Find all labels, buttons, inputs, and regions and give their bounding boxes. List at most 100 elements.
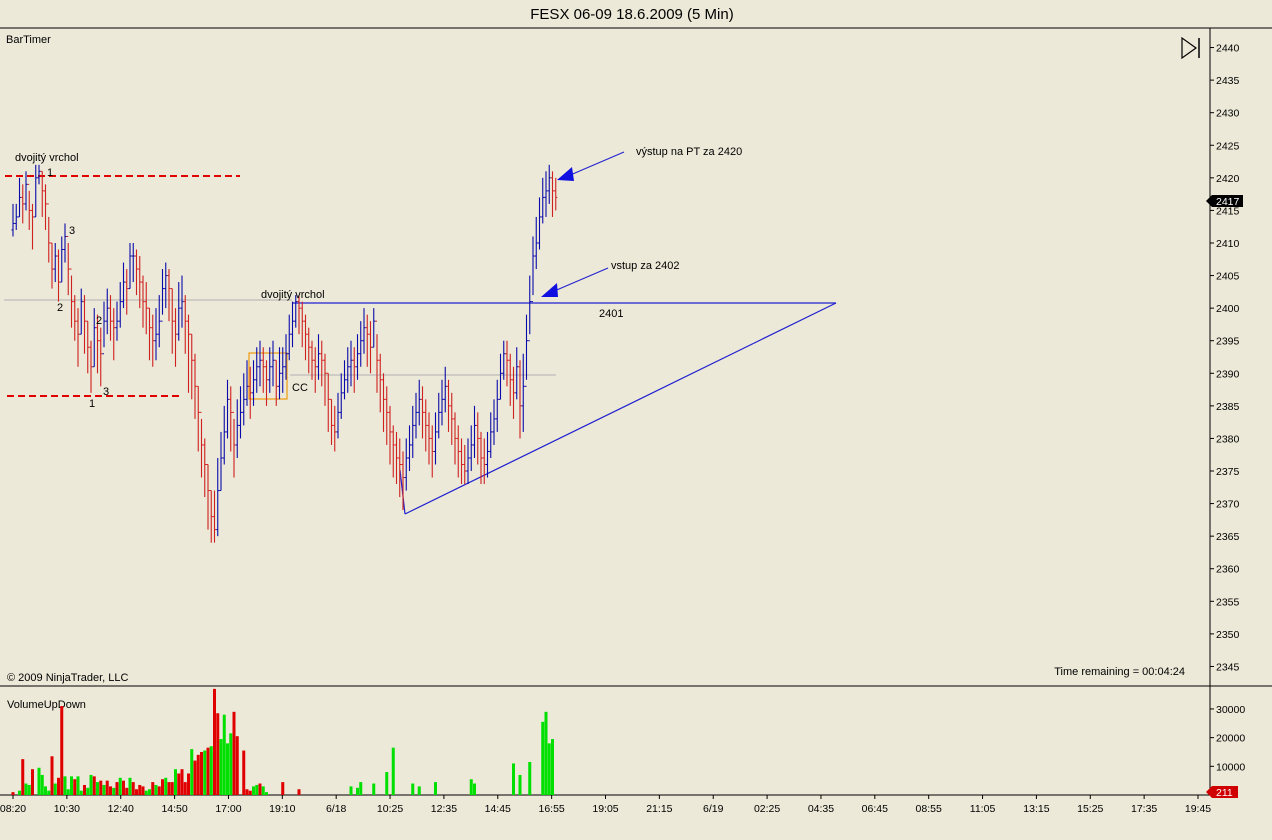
volume-bar-down	[21, 759, 25, 795]
price-bar	[459, 438, 464, 485]
ascending-trendline	[404, 302, 837, 515]
price-bar	[69, 268, 74, 328]
price-bar	[554, 177, 558, 211]
volume-bar-up	[391, 747, 395, 795]
time-tick-label: 11:05	[970, 803, 996, 815]
price-bar	[248, 366, 252, 419]
price-bar	[115, 301, 119, 341]
time-tick-label: 17:35	[1131, 803, 1157, 815]
volume-bar-up	[53, 783, 57, 795]
price-bar	[440, 379, 444, 426]
price-bar	[407, 425, 412, 472]
price-tick-label: 2380	[1216, 433, 1240, 445]
price-bar	[134, 249, 139, 296]
price-tick-label: 2430	[1216, 108, 1240, 120]
volume-bar-up	[174, 769, 177, 795]
price-bar	[95, 314, 100, 374]
volume-bar-up	[411, 783, 415, 795]
swing-label: 3	[103, 386, 109, 398]
price-tick-label: 2355	[1216, 596, 1240, 608]
scroll-to-end-icon[interactable]	[1181, 36, 1200, 60]
volume-bar-down	[177, 773, 181, 795]
price-bar	[297, 295, 301, 335]
volume-bar-down	[245, 789, 249, 795]
volume-bar-down	[141, 786, 145, 795]
price-bar	[300, 301, 304, 348]
price-bar	[294, 295, 298, 328]
price-bar	[242, 373, 246, 426]
price-tick-label: 2425	[1216, 140, 1240, 152]
swing-label: 1	[47, 167, 53, 179]
price-bar	[404, 438, 408, 491]
drawing-objects	[4, 151, 837, 515]
price-bar	[43, 184, 48, 230]
exit-arrow-line	[567, 151, 625, 177]
time-tick-label: 12:35	[431, 803, 457, 815]
volume-bar-up	[385, 772, 389, 795]
volume-bar-up	[37, 767, 41, 795]
price-bar	[505, 340, 509, 387]
price-bar	[264, 360, 269, 406]
price-bar	[277, 347, 282, 400]
time-tick-label: 04:35	[808, 803, 834, 815]
volume-bar-up	[469, 779, 473, 795]
double-top-label-mid: dvojitý vrchol	[261, 289, 325, 301]
price-bar	[446, 379, 451, 432]
price-bar	[144, 282, 148, 335]
price-bar	[157, 295, 161, 348]
price-bar	[229, 386, 233, 452]
price-bar	[521, 353, 525, 432]
price-bar	[443, 366, 447, 413]
copyright-text: © 2009 NinjaTrader, LLC	[7, 672, 128, 684]
price-bar	[255, 347, 259, 393]
bartimer-label: BarTimer	[6, 34, 51, 46]
volume-bar-up	[417, 786, 421, 795]
volume-bar-up	[261, 786, 265, 795]
price-bar	[508, 353, 512, 406]
price-tick-label: 2375	[1216, 466, 1240, 478]
volume-bar-down	[200, 751, 203, 795]
volume-bar-up	[349, 786, 353, 795]
swing-label: 3	[69, 225, 75, 237]
price-bar	[375, 320, 379, 393]
price-bar	[303, 314, 308, 361]
time-tick-label: 12:40	[108, 803, 134, 815]
price-bar	[482, 438, 486, 485]
price-bar	[537, 197, 542, 250]
price-bar	[453, 412, 457, 465]
time-tick-label: 10:25	[377, 803, 403, 815]
volume-bar-up	[255, 784, 259, 795]
volume-bar-up	[66, 789, 70, 795]
volume-bar-down	[161, 779, 164, 795]
volume-bar-down	[31, 769, 34, 795]
price-bar	[206, 463, 210, 530]
volume-bar-up	[76, 776, 80, 795]
price-bar	[320, 340, 324, 387]
price-bar	[485, 431, 490, 478]
volume-bar-up	[473, 783, 476, 795]
volume-bar-down	[167, 782, 171, 795]
volume-bar-up	[190, 749, 194, 795]
price-bar	[550, 171, 555, 217]
swing-label: 1	[89, 398, 95, 410]
volume-bar-up	[79, 790, 83, 795]
price-bar	[492, 399, 496, 445]
volume-bar-up	[356, 787, 359, 795]
price-axis: 2440 2435 2430 2425 2420 2415 2410 2405 2400 2395…	[1210, 43, 1240, 673]
time-tick-label: 6/18	[326, 803, 347, 815]
price-bar	[437, 392, 441, 439]
volume-bar-up	[372, 783, 376, 795]
time-tick-label: 19:05	[592, 803, 618, 815]
volume-bar-down	[242, 750, 246, 795]
price-bar	[128, 242, 132, 290]
volume-axis: 30000 20000 10000	[1210, 704, 1245, 773]
time-tick-label: 14:45	[485, 803, 511, 815]
volume-bar-down	[122, 780, 125, 795]
price-bar	[167, 269, 171, 322]
price-bar	[99, 327, 103, 387]
price-bar	[164, 262, 168, 309]
price-bar	[336, 392, 340, 439]
volume-bar-down	[297, 789, 301, 795]
price-bar	[528, 275, 532, 342]
volume-bar-down	[281, 782, 285, 795]
